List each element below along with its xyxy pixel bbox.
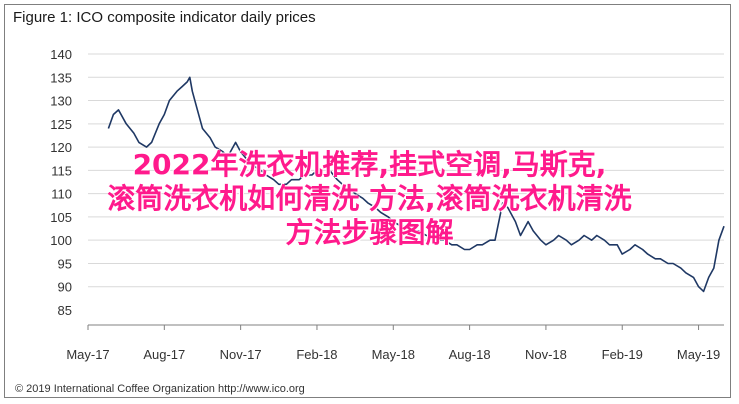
y-tick-label: 110: [51, 187, 72, 202]
chart-title: Figure 1: ICO composite indicator daily …: [13, 9, 316, 26]
x-tick-label: Feb-19: [602, 347, 643, 362]
copyright-footer: © 2019 International Coffee Organization…: [15, 383, 305, 395]
y-tick-label: 115: [51, 163, 72, 178]
y-tick-label: 120: [50, 140, 72, 155]
x-tick-label: Aug-17: [143, 347, 185, 362]
x-tick-label: Aug-18: [449, 347, 491, 362]
y-tick-label: 135: [50, 70, 72, 85]
y-tick-label: 140: [50, 47, 72, 62]
y-tick-label: 85: [58, 303, 72, 318]
x-tick-label: May-19: [677, 347, 720, 362]
series-line: [107, 76, 725, 293]
x-tick-label: May-18: [372, 347, 415, 362]
x-tick-label: Nov-18: [525, 347, 567, 362]
y-tick-label: 125: [50, 117, 72, 132]
y-tick-label: 90: [58, 280, 72, 295]
x-tick-label: May-17: [66, 347, 109, 362]
y-tick-label: 100: [50, 233, 72, 248]
x-tick-label: Nov-17: [220, 347, 262, 362]
y-tick-label: 105: [50, 210, 72, 225]
y-tick-label: 130: [50, 94, 72, 109]
y-tick-label: 95: [58, 256, 72, 271]
x-tick-label: Feb-18: [296, 347, 337, 362]
chart-frame: [4, 4, 731, 398]
